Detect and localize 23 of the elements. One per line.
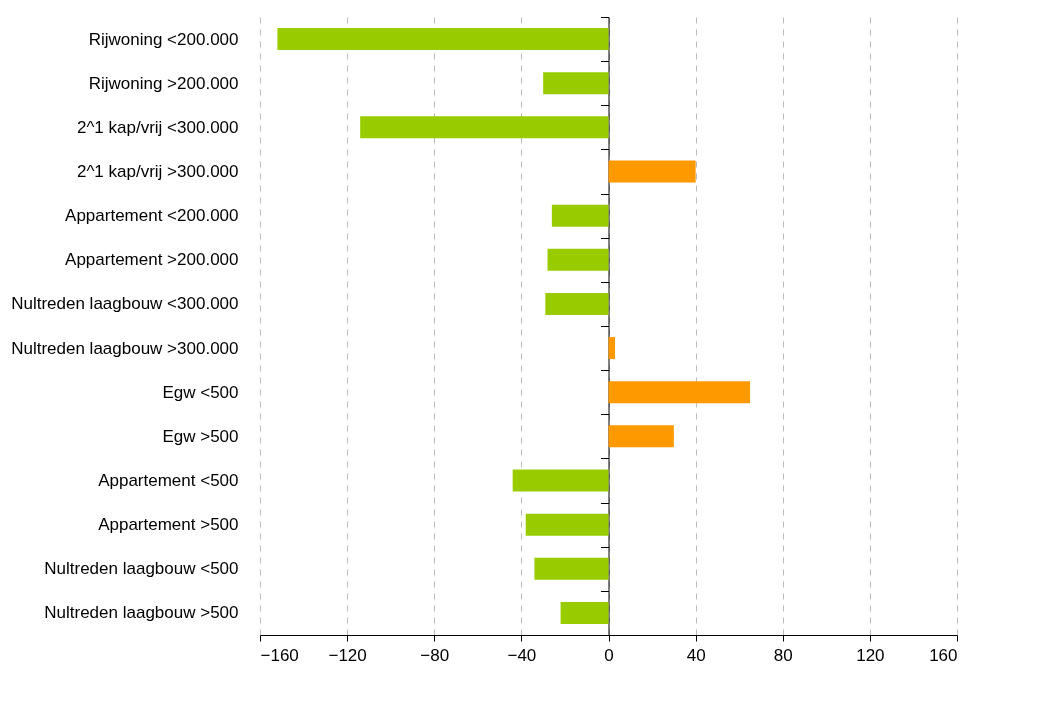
y-tick-label: 2^1 kap/vrij <300.000 <box>76 117 239 137</box>
y-tick-label: Rijwoning <200.000 <box>88 29 239 49</box>
y-tick-label: 2^1 kap/vrij >300.000 <box>76 162 239 181</box>
x-tick-label: 40 <box>686 645 706 665</box>
y-tick-label: Appartement >200.000 <box>65 250 239 270</box>
x-tick-label: 160 <box>929 645 958 665</box>
y-tick-label: Egw >500 <box>162 426 239 446</box>
x-tick-label: −40 <box>507 645 537 665</box>
x-tick-label: −120 <box>328 645 367 665</box>
y-tick-label: Nultreden laagbouw >300.000 <box>11 338 239 358</box>
x-tick-label: 0 <box>604 645 614 665</box>
y-tick-label: Appartement >500 <box>98 515 239 535</box>
x-tick-label: 80 <box>773 645 793 665</box>
y-tick-label: Nultreden laagbouw >500 <box>44 603 239 623</box>
y-tick-label: Egw <500 <box>162 382 239 402</box>
y-tick-label: Rijwoning >200.000 <box>88 73 239 93</box>
y-tick-label: Nultreden laagbouw <500 <box>44 559 239 579</box>
y-tick-label: Appartement <500 <box>98 471 239 490</box>
x-tick-label: 120 <box>856 645 885 665</box>
x-tick-label: −80 <box>420 645 450 665</box>
y-tick-label: Nultreden laagbouw <300.000 <box>11 294 239 314</box>
x-tick-label: −160 <box>260 645 299 665</box>
y-tick-label: Appartement <200.000 <box>65 206 239 226</box>
